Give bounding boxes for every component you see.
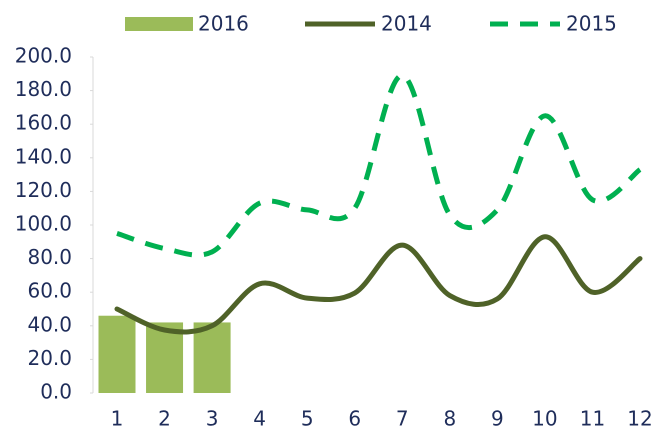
y-tick-label: 160.0: [15, 111, 72, 135]
y-tick-label: 200.0: [15, 44, 72, 68]
y-tick-label: 140.0: [15, 144, 72, 168]
x-tick-label: 5: [301, 407, 314, 431]
y-tick-label: 120.0: [15, 178, 72, 202]
x-tick-label: 8: [443, 407, 456, 431]
legend-swatch: [125, 17, 193, 31]
x-tick-label: 1: [111, 407, 124, 431]
x-tick-label: 12: [627, 407, 652, 431]
legend-label: 2016: [198, 12, 249, 36]
x-tick-label: 3: [206, 407, 219, 431]
y-tick-label: 20.0: [27, 346, 72, 370]
y-tick-label: 180.0: [15, 77, 72, 101]
bar: [98, 315, 136, 393]
x-tick-label: 9: [491, 407, 504, 431]
bar: [146, 322, 184, 393]
y-tick-label: 60.0: [27, 279, 72, 303]
y-tick-label: 0.0: [40, 380, 72, 404]
x-tick-label: 6: [348, 407, 361, 431]
legend-label: 2014: [381, 12, 432, 36]
x-tick-label: 2: [158, 407, 171, 431]
y-tick-label: 40.0: [27, 312, 72, 336]
x-tick-label: 7: [396, 407, 409, 431]
y-tick-label: 100.0: [15, 212, 72, 236]
y-tick-label: 80.0: [27, 245, 72, 269]
bar: [193, 322, 231, 393]
line: [114, 234, 643, 335]
legend-label: 2015: [566, 12, 617, 36]
x-tick-label: 10: [532, 407, 557, 431]
x-tick-label: 4: [253, 407, 266, 431]
x-tick-label: 11: [580, 407, 605, 431]
line: [116, 72, 642, 258]
